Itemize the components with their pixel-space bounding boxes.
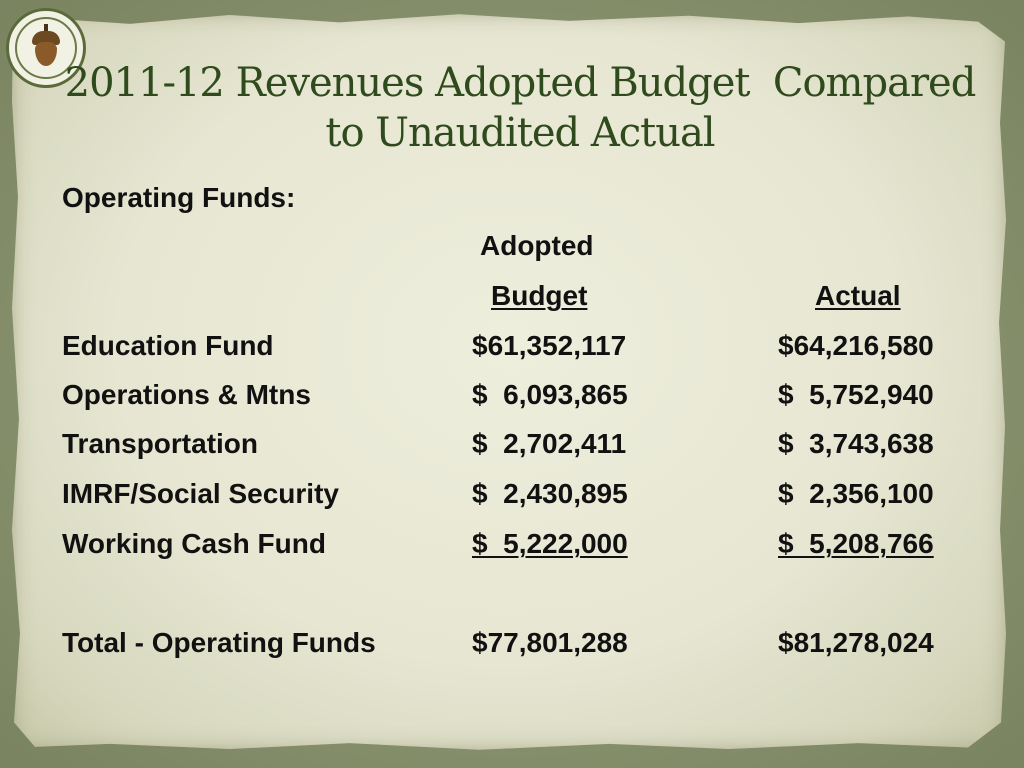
acorn-icon-stem <box>44 24 48 33</box>
table-row: IMRF/Social Security $ 2,430,895 $ 2,356… <box>0 478 1024 522</box>
title-line-1: 2011-12 Revenues Adopted Budget Compared <box>64 60 977 106</box>
budget-value: $ 2,702,411 <box>472 428 627 459</box>
header-adopted: Adopted <box>480 230 594 261</box>
budget-value: $61,352,117 <box>472 330 627 361</box>
acorn-icon <box>32 31 60 45</box>
actual-value: $ 5,752,940 <box>778 379 934 410</box>
slide-title: 2011-12 Revenues Adopted Budget Compared… <box>40 58 1000 158</box>
parchment-background <box>11 14 1007 750</box>
section-heading: Operating Funds: <box>62 182 296 213</box>
actual-value: $ 2,356,100 <box>778 478 934 509</box>
acorn-icon-nut <box>35 42 57 66</box>
actual-value: $64,216,580 <box>778 330 934 361</box>
fund-label: Operations & Mtns <box>62 379 311 410</box>
budget-value: $ 5,222,000 <box>472 528 628 559</box>
fund-label: Education Fund <box>62 330 274 361</box>
total-label: Total - Operating Funds <box>62 627 376 658</box>
school-logo <box>6 8 86 88</box>
table-row: Education Fund $61,352,117 $64,216,580 <box>0 330 1024 374</box>
section-heading-row: Operating Funds: <box>0 182 1024 226</box>
actual-value: $ 5,208,766 <box>778 528 934 559</box>
fund-label: Transportation <box>62 428 259 459</box>
table-row: Working Cash Fund $ 5,222,000 $ 5,208,76… <box>0 528 1024 572</box>
header-row-adopted: Adopted <box>0 230 1024 274</box>
logo-ring <box>15 17 77 79</box>
header-row: Budget Actual <box>0 280 1024 324</box>
table-row: Transportation $ 2,702,411 $ 3,743,638 <box>0 428 1024 472</box>
total-row: Total - Operating Funds $77,801,288 $81,… <box>0 627 1024 671</box>
header-budget: Budget <box>491 280 588 311</box>
budget-value: $ 2,430,895 <box>472 478 628 509</box>
total-budget-value: $77,801,288 <box>472 627 628 658</box>
total-actual-value: $81,278,024 <box>778 627 934 658</box>
table-row: Operations & Mtns $ 6,093,865 $ 5,752,94… <box>0 379 1024 423</box>
fund-label: Working Cash Fund <box>62 528 326 559</box>
header-actual: Actual <box>815 280 901 311</box>
actual-value: $ 3,743,638 <box>778 428 934 459</box>
budget-value: $ 6,093,865 <box>472 379 628 410</box>
fund-label: IMRF/Social Security <box>62 478 339 509</box>
title-line-2: to Unaudited Actual <box>325 110 715 156</box>
